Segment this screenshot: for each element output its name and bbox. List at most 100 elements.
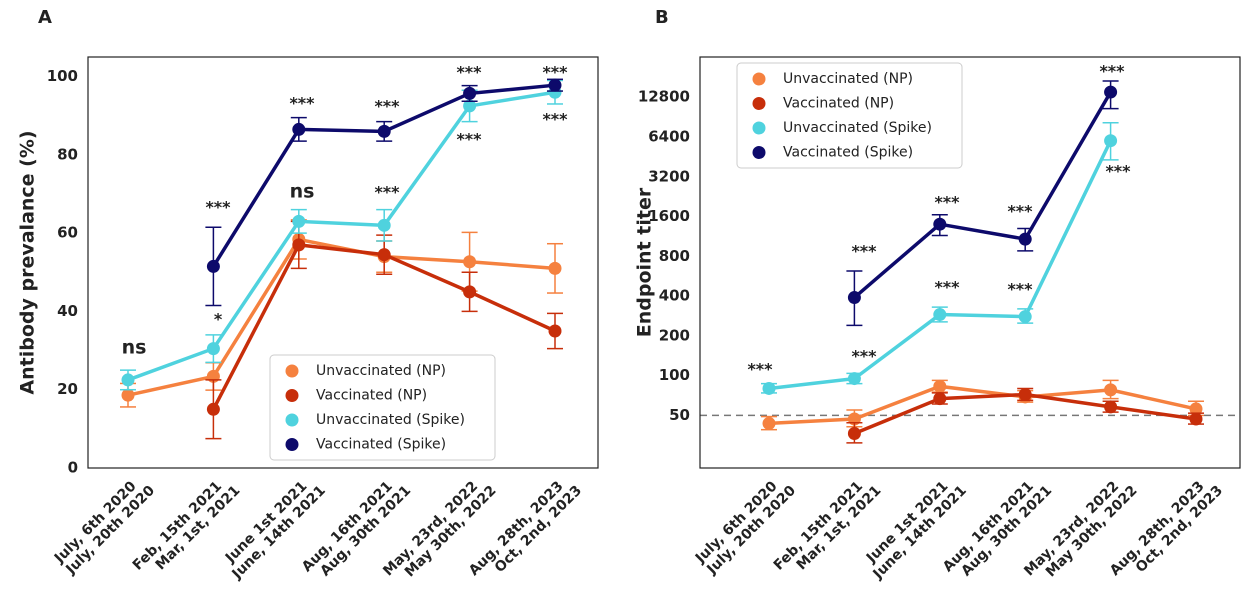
y-tick-label: 40 [57,302,78,320]
legend-marker [285,438,299,451]
point [206,342,220,356]
y-axis-label: Endpoint titer [634,187,656,337]
point [1189,412,1203,426]
annotation: *** [542,110,568,129]
point [463,255,477,269]
point [548,78,562,92]
point [377,248,391,262]
point [1018,310,1032,324]
y-tick-label: 50 [669,406,690,424]
point [762,416,776,430]
annotation: * [214,310,223,329]
legend-label: Vaccinated (NP) [316,388,427,404]
point [1018,232,1032,246]
legend-frame [269,354,496,461]
y-tick-label: 6400 [648,127,690,145]
point [933,379,947,393]
annotation: *** [456,130,482,149]
annotation: *** [851,347,877,366]
annotation: *** [934,278,960,297]
y-tick-label: 60 [57,224,78,242]
point [933,392,947,406]
point [548,324,562,338]
legend: Unvaccinated (NP) Vaccinated (NP) Unvaccin… [736,62,963,169]
annotation: *** [205,198,231,217]
point [548,261,562,275]
panel-label: B [655,7,669,28]
legend-label: Vaccinated (Spike) [783,145,913,161]
point [1018,387,1032,401]
legend-marker [285,389,299,402]
point [1104,134,1118,148]
legend-marker [752,72,766,86]
y-axis-label: Antibody prevalance (%) [17,130,39,394]
point [1104,383,1118,397]
annotation: *** [542,63,568,82]
annotation: *** [374,183,400,202]
legend-frame [736,62,963,169]
y-tick-label: 80 [57,145,78,163]
annotation: *** [289,94,315,113]
point [292,238,306,252]
panel-label: A [38,7,52,28]
y-tick-label: 20 [57,380,78,398]
point [206,259,220,273]
annotation: *** [1099,62,1125,81]
legend-label: Unvaccinated (NP) [783,71,913,87]
y-tick-label: 1600 [648,207,690,225]
point [847,291,861,305]
point [292,122,306,136]
y-tick-label: 3200 [648,167,690,185]
y-tick-label: 0 [68,459,78,477]
point [762,381,776,395]
legend: Unvaccinated (NP) Vaccinated (NP) Unvaccin… [269,354,496,461]
annotation: *** [456,63,482,82]
legend-label: Unvaccinated (Spike) [316,412,465,428]
point [292,214,306,228]
point [847,372,861,386]
annotation: *** [1007,202,1033,221]
point [1189,402,1203,416]
series-line [127,90,556,382]
legend-marker [285,364,299,378]
annotation: *** [934,193,960,212]
annotation: *** [1007,280,1033,299]
point [377,124,391,138]
point [933,308,947,322]
point [377,218,391,232]
annotation: ns [290,181,315,203]
legend-label: Unvaccinated (NP) [316,363,446,379]
legend-label: Unvaccinated (Spike) [783,120,932,136]
series-line [853,91,1113,299]
legend-marker [285,413,299,427]
annotation: *** [374,97,400,116]
point [847,426,861,440]
point [206,402,220,416]
series-line [768,384,1197,426]
annotation: *** [851,242,877,261]
axes-frame [87,56,599,469]
legend-label: Vaccinated (Spike) [316,437,446,453]
y-tick-label: 400 [659,287,690,305]
legend-marker [752,97,766,110]
point [933,217,947,231]
y-tick-label: 100 [47,67,78,85]
axes-frame [699,56,1241,469]
y-tick-label: 800 [659,247,690,265]
point [1104,400,1118,414]
point [463,99,477,113]
annotation: *** [1105,162,1131,181]
point [463,285,477,299]
legend-marker [752,121,766,135]
legend-label: Vaccinated (NP) [783,96,894,112]
y-tick-label: 100 [659,366,690,384]
annotation: *** [747,360,773,379]
legend-marker [752,146,766,159]
point [1104,85,1118,99]
point [121,388,135,402]
point [463,86,477,100]
y-tick-label: 12800 [638,88,690,106]
annotation: ns [122,337,147,359]
y-tick-label: 200 [659,326,690,344]
